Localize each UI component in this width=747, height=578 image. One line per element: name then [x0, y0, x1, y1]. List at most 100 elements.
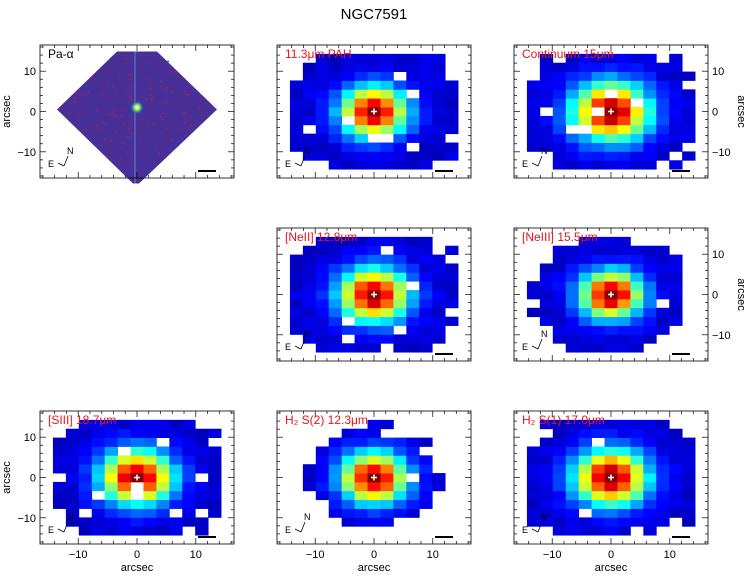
map-pixel — [445, 80, 459, 90]
map-pixel — [591, 98, 605, 108]
map-pixel — [195, 428, 209, 438]
map-pixel — [565, 481, 580, 492]
map-pixel — [104, 455, 118, 465]
noise-pixel — [166, 102, 169, 105]
map-pixel — [526, 446, 541, 456]
map-pixel — [682, 446, 696, 456]
noise-pixel — [110, 140, 112, 142]
map-pixel — [591, 473, 605, 483]
map-pixel — [604, 124, 618, 135]
map-pixel — [565, 437, 580, 447]
map-pixel — [289, 107, 304, 117]
noise-pixel — [121, 115, 123, 117]
map-pixel — [406, 343, 420, 353]
map-pixel — [604, 281, 618, 291]
map-pixel — [565, 325, 580, 335]
map-pixel — [393, 499, 407, 509]
map-pixel — [393, 160, 407, 170]
map-pixel — [91, 481, 106, 492]
map-pixel — [682, 481, 696, 492]
map-pixel — [630, 124, 644, 135]
map-pixel — [419, 245, 433, 255]
map-pixel — [682, 89, 696, 99]
map-pixel — [380, 316, 394, 326]
map-pixel — [195, 481, 209, 492]
map-pixel — [341, 343, 355, 353]
map-pixel — [406, 481, 420, 492]
map-pixel — [130, 428, 144, 438]
map-pixel — [78, 499, 93, 509]
map-pixel — [341, 455, 355, 465]
map-pixel — [526, 80, 541, 90]
map-pixel — [617, 133, 631, 143]
map-pixel — [143, 490, 157, 501]
compass-east-arrow — [294, 162, 302, 167]
map-pixel — [52, 455, 67, 465]
map-pixel — [143, 419, 157, 430]
map-pixel — [552, 160, 567, 170]
map-pixel — [445, 124, 459, 135]
map-pixel — [65, 508, 80, 518]
x-tick-label: −10 — [69, 549, 88, 561]
map-pixel — [406, 151, 420, 161]
map-pixel — [656, 98, 670, 108]
map-pixel — [156, 481, 170, 492]
map-pixel — [552, 419, 567, 430]
map-pixel — [656, 290, 670, 300]
map-pixel — [643, 334, 657, 344]
map-pixel — [656, 517, 670, 527]
noise-pixel — [74, 101, 76, 103]
panel-pah-11-3: 11.3μm PAH N E — [276, 44, 472, 179]
map-pixel — [91, 508, 106, 518]
map-pixel — [617, 272, 631, 282]
map-pixel — [669, 446, 683, 456]
map-pixel — [552, 517, 567, 527]
map-pixel — [432, 254, 446, 264]
noise-pixel — [181, 108, 183, 111]
noise-pixel — [106, 84, 108, 87]
map-pixel — [578, 71, 592, 81]
map-pixel — [591, 419, 605, 430]
map-pixel — [406, 115, 420, 126]
map-pixel — [315, 62, 330, 72]
noise-pixel — [112, 110, 115, 112]
map-pixel — [143, 473, 157, 483]
map-pixel — [419, 499, 433, 509]
map-pixel — [182, 517, 196, 527]
map-pixel — [315, 263, 330, 273]
noise-pixel — [185, 119, 187, 122]
map-pixel — [643, 481, 657, 492]
map-pixel — [539, 124, 554, 135]
map-pixel — [682, 98, 696, 108]
map-pixel — [367, 446, 381, 456]
map-pixel — [669, 508, 683, 518]
map-pixel — [406, 499, 420, 509]
map-pixel — [539, 446, 554, 456]
noise-pixel — [92, 86, 95, 89]
map-pixel — [117, 428, 131, 438]
map-pixel — [656, 316, 670, 326]
map-pixel — [393, 62, 407, 72]
noise-pixel — [105, 68, 108, 71]
map-pixel — [526, 115, 541, 126]
map-pixel — [565, 316, 580, 326]
map-pixel — [341, 298, 355, 309]
map-pixel — [104, 499, 118, 509]
map-pixel — [117, 490, 131, 501]
map-pixel — [143, 526, 157, 536]
panel-label: [SIII] 18.7μm — [48, 413, 116, 427]
map-pixel — [630, 481, 644, 492]
noise-pixel — [101, 93, 103, 95]
map-pixel — [565, 107, 580, 117]
map-pixel — [367, 236, 381, 247]
map-pixel — [630, 245, 644, 255]
map-pixel — [630, 107, 644, 117]
map-pixel — [656, 254, 670, 264]
map-pixel — [354, 455, 368, 465]
map-pixel — [302, 272, 317, 282]
map-pixel — [380, 490, 394, 501]
noise-pixel — [88, 100, 90, 102]
map-pixel — [117, 508, 131, 518]
map-pixel — [419, 307, 433, 318]
map-pixel — [354, 115, 368, 126]
